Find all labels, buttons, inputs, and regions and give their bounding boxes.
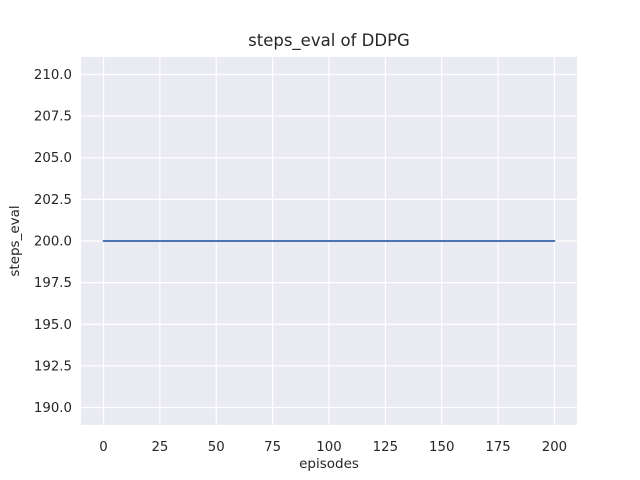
x-axis-label: episodes — [299, 456, 359, 472]
y-tick-label: 190.0 — [34, 401, 72, 416]
chart-title: steps_eval of DDPG — [248, 31, 410, 50]
x-tick-label: 50 — [208, 440, 225, 455]
y-tick-label: 195.0 — [34, 318, 72, 333]
y-tick-label: 197.5 — [34, 276, 72, 291]
y-axis-label: steps_eval — [7, 205, 23, 277]
x-tick-label: 75 — [264, 440, 281, 455]
y-tick-label: 192.5 — [34, 359, 72, 374]
x-tick-label: 175 — [485, 440, 510, 455]
y-tick-label: 202.5 — [34, 193, 72, 208]
x-tick-label: 125 — [373, 440, 398, 455]
x-tick-label: 0 — [99, 440, 107, 455]
y-tick-label: 205.0 — [34, 151, 72, 166]
x-tick-label: 200 — [542, 440, 567, 455]
y-tick-label: 200.0 — [34, 235, 72, 250]
x-tick-label: 100 — [316, 440, 341, 455]
x-tick-label: 25 — [151, 440, 168, 455]
y-tick-label: 210.0 — [34, 68, 72, 83]
x-tick-label: 150 — [429, 440, 454, 455]
y-tick-label: 207.5 — [34, 110, 72, 125]
